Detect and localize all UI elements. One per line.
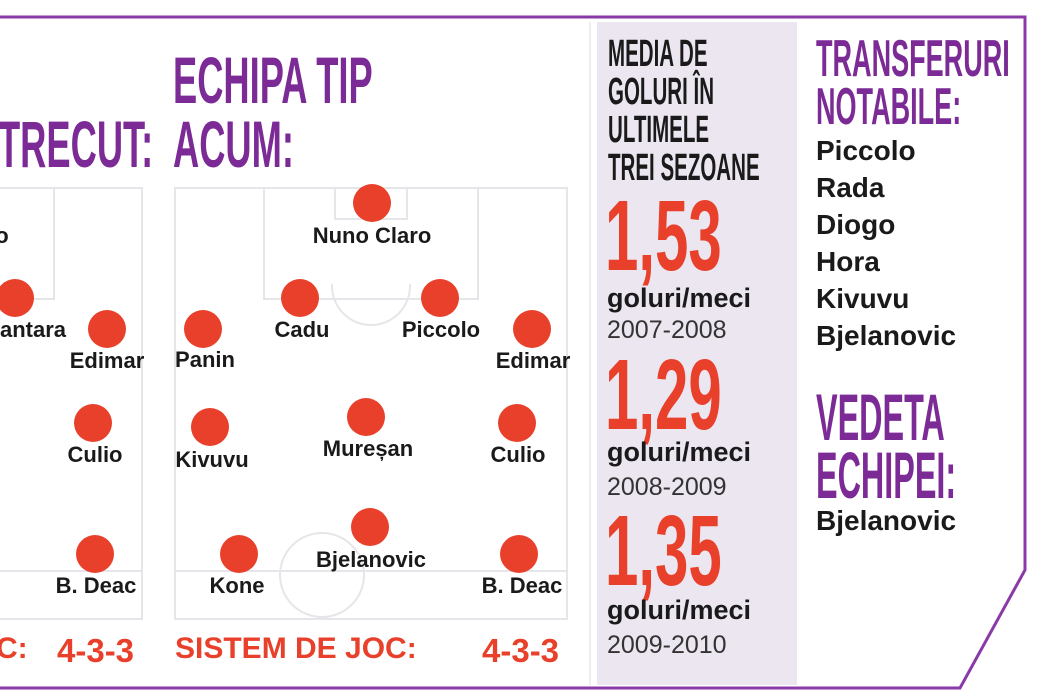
transfers-title-line1: TRANSFERURI bbox=[816, 30, 1010, 88]
goals-unit: goluri/meci bbox=[607, 437, 752, 467]
player-name: o bbox=[0, 223, 9, 248]
player-marker bbox=[0, 279, 34, 317]
player-marker bbox=[76, 535, 114, 573]
player-name: Culio bbox=[490, 442, 546, 467]
player-marker bbox=[347, 398, 385, 436]
current-team-title-line2: ACUM: bbox=[173, 107, 294, 181]
player-name: Bjelanovic bbox=[315, 547, 427, 572]
goals-title-line: GOLURI ÎN bbox=[608, 71, 715, 113]
halfway-line bbox=[174, 570, 568, 572]
goals-average-value: 1,53 bbox=[605, 180, 722, 292]
player-marker bbox=[281, 279, 319, 317]
previous-system-value: 4-3-3 bbox=[57, 632, 135, 669]
goals-panel bbox=[597, 22, 797, 685]
player-name: B. Deac bbox=[55, 573, 137, 598]
player-marker bbox=[88, 310, 126, 348]
goals-unit: goluri/meci bbox=[607, 595, 752, 625]
star-player-name: Bjelanovic bbox=[816, 505, 957, 536]
goals-average-value: 1,29 bbox=[605, 339, 722, 451]
transfer-item: Diogo bbox=[816, 209, 896, 240]
transfer-item: Bjelanovic bbox=[816, 320, 957, 351]
current-system-value: 4-3-3 bbox=[482, 632, 560, 669]
goals-average-value: 1,35 bbox=[605, 495, 722, 607]
penalty-arc bbox=[331, 284, 411, 326]
center-circle bbox=[279, 532, 365, 618]
goals-unit: goluri/meci bbox=[607, 283, 752, 313]
player-name: Kone bbox=[209, 573, 265, 598]
player-marker bbox=[184, 310, 222, 348]
previous-system-label: C: bbox=[0, 632, 28, 665]
player-marker bbox=[220, 535, 258, 573]
player-marker bbox=[421, 279, 459, 317]
goals-title-line: MEDIA DE bbox=[608, 33, 708, 75]
player-name: B. Deac bbox=[481, 573, 563, 598]
player-name: Cadu bbox=[274, 317, 330, 342]
goals-title-line: TREI SEZOANE bbox=[608, 147, 760, 189]
transfers-title-line2: NOTABILE: bbox=[816, 78, 962, 136]
player-name: antara bbox=[0, 317, 67, 342]
player-marker bbox=[500, 535, 538, 573]
player-marker bbox=[74, 404, 112, 442]
star-title-line1: VEDETA bbox=[816, 380, 945, 454]
player-marker bbox=[513, 310, 551, 348]
previous-pitch bbox=[0, 187, 143, 620]
player-marker bbox=[351, 508, 389, 546]
transfer-item: Rada bbox=[816, 172, 885, 203]
player-name: Mureșan bbox=[322, 436, 414, 461]
player-marker bbox=[498, 404, 536, 442]
current-team-title-line1: ECHIPA TIP bbox=[173, 43, 373, 117]
transfer-item: Hora bbox=[816, 246, 880, 277]
player-name: Panin bbox=[175, 347, 235, 372]
goals-season: 2008-2009 bbox=[607, 473, 727, 501]
transfer-item: Kivuvu bbox=[816, 283, 910, 314]
previous-team-title: TRECUT: bbox=[0, 107, 154, 181]
player-name: Kivuvu bbox=[175, 447, 249, 472]
current-system-label: SISTEM DE JOC: bbox=[175, 632, 417, 665]
goals-season: 2007-2008 bbox=[607, 316, 727, 344]
player-name: Edimar bbox=[495, 348, 571, 373]
player-name: Piccolo bbox=[401, 317, 481, 342]
transfer-item: Piccolo bbox=[816, 135, 916, 166]
goals-title-line: ULTIMELE bbox=[608, 109, 710, 151]
player-name: Edimar bbox=[69, 348, 145, 373]
player-marker bbox=[353, 184, 391, 222]
star-title-line2: ECHIPEI: bbox=[816, 438, 957, 512]
player-name: Culio bbox=[67, 442, 123, 467]
goals-season: 2009-2010 bbox=[607, 631, 727, 659]
player-marker bbox=[191, 408, 229, 446]
player-name: Nuno Claro bbox=[312, 223, 432, 248]
